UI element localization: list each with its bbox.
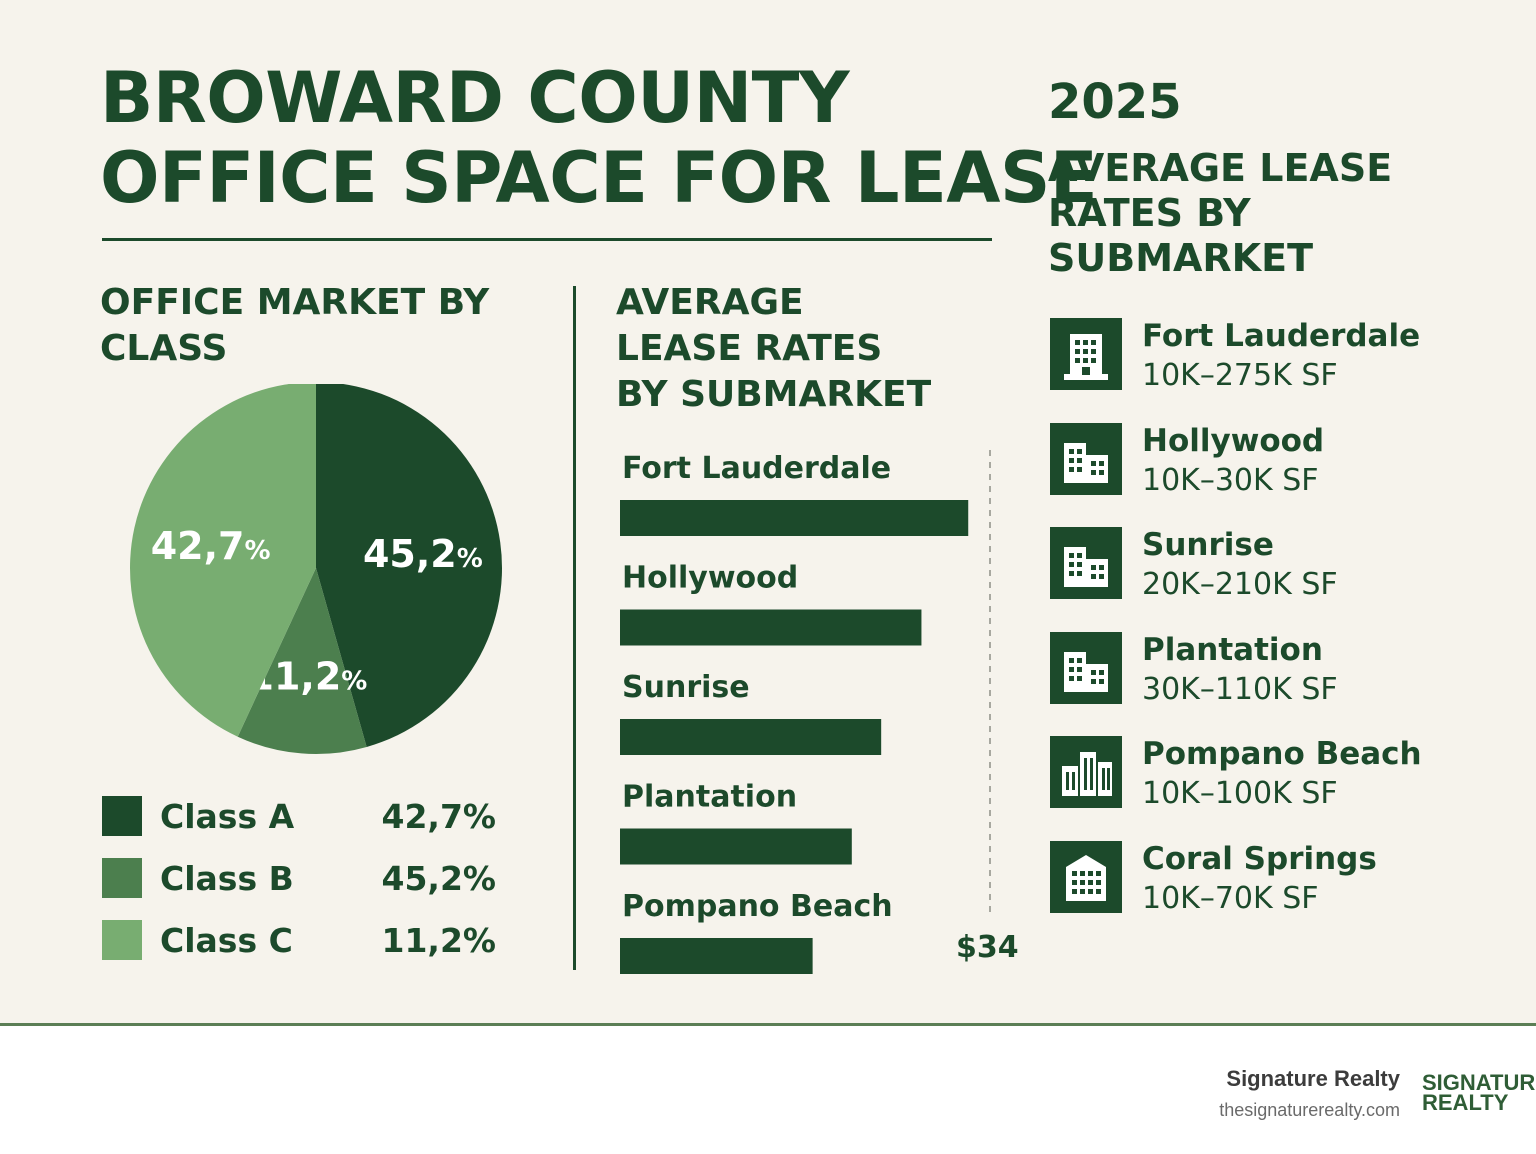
buildings-icon (1050, 527, 1122, 599)
bar-category-label: Plantation (622, 780, 797, 815)
submarket-size-range: 10K–70K SF (1142, 880, 1319, 916)
submarket-name: Fort Lauderdale (1142, 318, 1421, 354)
signature-realty-logo: SIGNATURE REALTY (1422, 1070, 1536, 1115)
legend-label: Class C (160, 921, 293, 960)
legend-label: Class B (160, 859, 294, 898)
section-divider (573, 286, 576, 970)
title-divider (102, 238, 992, 241)
logo-line-2: REALTY (1422, 1090, 1509, 1115)
brand-url: thesignaturerealty.com (1219, 1100, 1400, 1120)
bar (620, 500, 969, 536)
legend-swatch (102, 796, 142, 836)
pie-slice (237, 568, 367, 754)
brand-name: Signature Realty (1226, 1066, 1400, 1091)
bar (620, 828, 852, 865)
pie-slice-label: 42,7% (151, 524, 271, 568)
submarket-item: Plantation 30K–110K SF (1050, 631, 1470, 722)
pie-slice-label: 45,2% (363, 532, 483, 576)
legend-swatch (102, 858, 142, 898)
city-buildings-icon (1050, 736, 1122, 808)
class-chart-title: OFFICE MARKET BY CLASS (100, 280, 540, 372)
year-label: 2025 (1048, 74, 1182, 130)
submarket-item: Hollywood 10K–30K SF (1050, 422, 1470, 513)
bar-category-label: Pompano Beach (622, 889, 893, 924)
bar-category-label: Fort Lauderdale (622, 451, 891, 486)
office-building-icon (1050, 840, 1122, 913)
bar (620, 938, 813, 974)
class-chart-title-line: CLASS (100, 328, 228, 369)
submarket-heading: AVERAGE LEASE RATES BY SUBMARKET (1048, 146, 1448, 281)
legend-item-class-c: Class C 11,2% (102, 920, 502, 964)
class-pie-chart: 45,2%11,2%42,7% (130, 384, 502, 754)
legend-value: 11,2% (381, 921, 497, 960)
submarket-heading-line: SUBMARKET (1048, 236, 1313, 280)
submarket-heading-line: AVERAGE LEASE (1048, 146, 1393, 190)
legend-value: 45,2% (381, 859, 497, 898)
lease-rates-title-line: BY SUBMARKET (616, 374, 932, 415)
buildings-icon (1050, 631, 1122, 704)
bar (620, 719, 882, 755)
legend-item-class-b: Class B 45,2% (102, 858, 502, 902)
submarket-size-range: 30K–110K SF (1142, 671, 1338, 707)
bar-category-label: Sunrise (622, 670, 750, 705)
legend-label: Class A (160, 797, 295, 836)
legend-swatch (102, 920, 142, 960)
title-line-2: OFFICE SPACE FOR LEASE (100, 137, 1098, 219)
submarket-item: Coral Springs 10K–70K SF (1050, 840, 1470, 931)
submarket-heading-line: RATES BY (1048, 191, 1251, 235)
bar-category-label: Hollywood (622, 561, 798, 596)
office-tower-icon (1050, 318, 1122, 390)
lease-rates-chart-title: AVERAGE LEASE RATES BY SUBMARKET (616, 280, 976, 418)
submarket-item: Sunrise 20K–210K SF (1050, 527, 1470, 617)
submarket-name: Hollywood (1142, 422, 1325, 459)
pie-slice (130, 384, 316, 737)
footer-divider (0, 1023, 1536, 1026)
submarket-size-range: 20K–210K SF (1142, 567, 1338, 602)
footer (0, 1026, 1536, 1154)
page-title: BROWARD COUNTY OFFICE SPACE FOR LEASE (100, 57, 1098, 219)
submarket-size-range: 10K–30K SF (1142, 462, 1319, 498)
submarket-item: Pompano Beach 10K–100K SF (1050, 736, 1470, 826)
submarket-name: Plantation (1142, 631, 1323, 668)
lease-rates-title-line: AVERAGE (616, 282, 804, 323)
title-line-1: BROWARD COUNTY (100, 57, 850, 139)
lease-rates-bar-chart: Fort Lauderdale Hollywood Sunrise Plantatio… (620, 450, 1019, 974)
logo-line-1: SIGNATURE (1422, 1070, 1536, 1095)
submarket-size-range: 10K–100K SF (1142, 776, 1338, 811)
class-chart-title-line: OFFICE MARKET BY (100, 282, 490, 323)
legend-item-class-a: Class A 42,7% (102, 796, 502, 840)
submarket-item: Fort Lauderdale 10K–275K SF (1050, 318, 1470, 408)
lease-rates-title-line: LEASE RATES (616, 328, 883, 369)
submarket-name: Pompano Beach (1142, 736, 1422, 772)
pie-slice (316, 384, 502, 747)
reference-line-label: $34 (956, 930, 1019, 965)
bar (620, 609, 922, 646)
submarket-size-range: 10K–275K SF (1142, 358, 1338, 393)
legend-value: 42,7% (381, 797, 497, 836)
submarket-name: Coral Springs (1142, 840, 1377, 877)
buildings-icon (1050, 422, 1122, 495)
submarket-name: Sunrise (1142, 527, 1274, 563)
